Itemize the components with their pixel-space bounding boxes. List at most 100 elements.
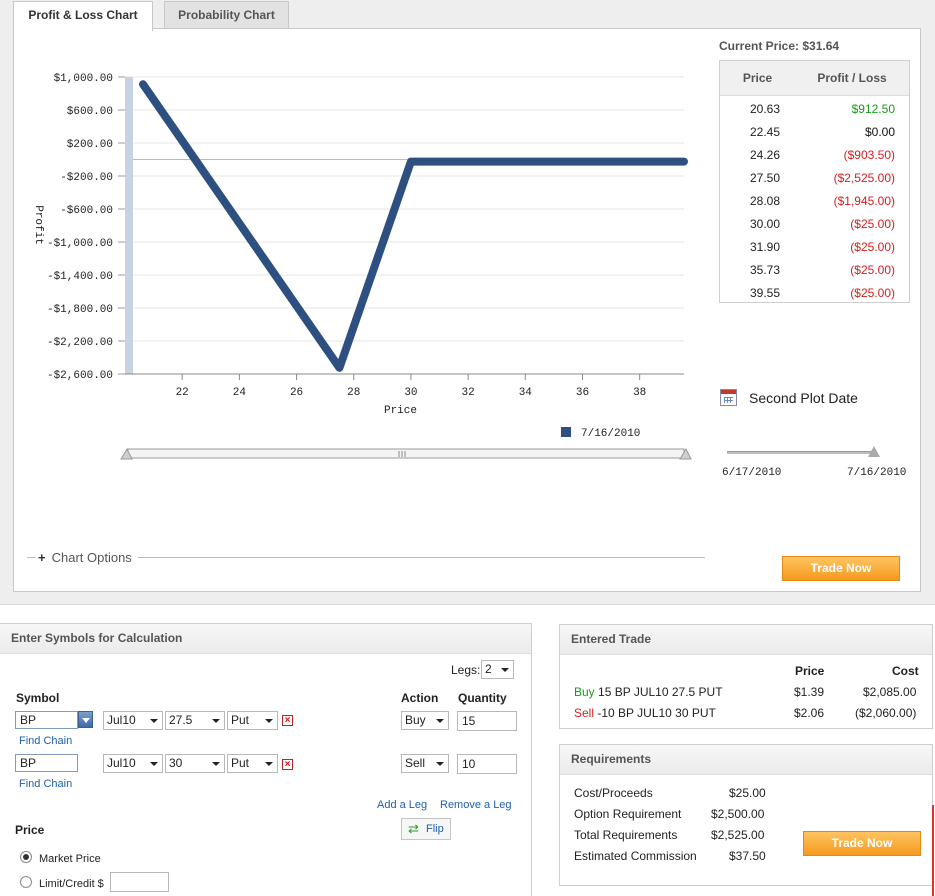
market-price-label: Market Price (39, 853, 101, 865)
tab-probability-chart[interactable]: Probability Chart (164, 1, 289, 29)
legs-select[interactable]: 2 (481, 660, 514, 679)
req-label-estimated-commission: Estimated Commission (574, 849, 697, 863)
req-label-cost-proceeds: Cost/Proceeds (574, 786, 653, 800)
x-tick-label: 26 (290, 387, 303, 399)
leg1-action-select[interactable]: Buy (401, 711, 449, 730)
x-tick-label: 30 (404, 387, 417, 399)
symbol-dropdown-button[interactable] (78, 711, 93, 728)
y-tick-label: -$200.00 (60, 172, 113, 184)
leg2-action-select[interactable]: Sell (401, 754, 449, 773)
entered-trade-panel: Entered Trade (559, 624, 933, 729)
chevron-down-icon (436, 719, 444, 723)
pl-table-header: Price Profit / Loss (720, 61, 909, 96)
second-plot-date: Second Plot Date (720, 389, 858, 406)
leg1-strike-select[interactable]: 27.5 (165, 711, 225, 730)
trade-row-1-desc: Buy 15 BP JUL10 27.5 PUT (574, 685, 723, 699)
action-header: Action (401, 691, 439, 705)
leg2-expiry-value: Jul10 (107, 756, 136, 770)
leg1-type-select[interactable]: Put (227, 711, 278, 730)
pl-series-point (337, 366, 341, 370)
pl-value-cell: ($2,525.00) (833, 170, 895, 185)
leg2-strike-value: 30 (169, 756, 183, 770)
leg2-expiry-select[interactable]: Jul10 (103, 754, 163, 773)
delete-leg2-icon[interactable]: × (282, 759, 293, 770)
calculation-panel-title: Enter Symbols for Calculation (0, 624, 531, 654)
chevron-down-icon (150, 762, 158, 766)
market-price-radio[interactable] (20, 851, 32, 863)
pl-value-cell: ($25.00) (850, 285, 895, 300)
pl-value-cell: ($25.00) (850, 262, 895, 277)
pl-price-cell: 27.50 (749, 170, 780, 185)
chevron-down-icon (212, 762, 220, 766)
leg2-quantity-input[interactable]: 10 (457, 754, 517, 774)
date-slider-handle[interactable] (868, 446, 880, 457)
pl-series-line (139, 80, 688, 372)
pl-table-row: 28.08 ($1,945.00) (720, 189, 909, 212)
y-tick-label: -$600.00 (60, 205, 113, 217)
tab-profit-loss-chart[interactable]: Profit & Loss Chart (13, 1, 153, 31)
x-tick-label: 32 (462, 387, 475, 399)
legend-swatch (561, 427, 571, 437)
req-label-total-requirements: Total Requirements (574, 828, 678, 842)
remove-leg-link[interactable]: Remove a Leg (440, 799, 512, 811)
pl-series-point (682, 160, 686, 164)
y-tick-label: -$2,600.00 (47, 370, 113, 382)
scrollbar-right-handle-icon[interactable] (679, 447, 692, 460)
chevron-down-icon (501, 668, 509, 672)
leg1-symbol-input[interactable]: BP (15, 711, 78, 729)
leg1-strike-value: 27.5 (169, 713, 193, 727)
req-value-option-requirement: $2,500.00 (711, 807, 765, 821)
requirements-panel: Requirements (559, 744, 933, 886)
pl-table-row: 31.90 ($25.00) (720, 235, 909, 258)
pl-table-body: 20.63 $912.50 22.45 $0.00 24.26 ($903.50) 27.5… (720, 96, 909, 304)
pl-price-cell: 24.26 (749, 147, 780, 162)
profit-loss-chart: $1,000.00 $600.00 $200.00 -$200.00 -$600.00 -… (32, 73, 692, 460)
flip-label: Flip (426, 823, 444, 835)
pl-header-price: Price (742, 71, 773, 85)
quantity-header: Quantity (458, 691, 507, 705)
flip-button[interactable]: ⇄ Flip (401, 818, 451, 840)
find-chain-link-1[interactable]: Find Chain (19, 735, 73, 747)
pl-value-cell: ($25.00) (850, 216, 895, 231)
limit-credit-radio[interactable] (20, 876, 32, 888)
trade-now-button[interactable]: Trade Now (782, 556, 900, 581)
pl-value-cell: ($1,945.00) (833, 193, 895, 208)
trade-row-2-price: $2.06 (794, 706, 825, 720)
pl-series-point (141, 82, 145, 86)
calendar-icon[interactable] (720, 389, 737, 406)
chevron-down-icon (212, 719, 220, 723)
profit-loss-table: Price Profit / Loss 20.63 $912.50 22.45 $0.… (719, 60, 910, 303)
leg2-strike-select[interactable]: 30 (165, 754, 225, 773)
trade-row-1-instrument: 15 BP JUL10 27.5 PUT (594, 685, 723, 699)
find-chain-link-2[interactable]: Find Chain (19, 778, 73, 790)
leg1-expiry-select[interactable]: Jul10 (103, 711, 163, 730)
symbol-header: Symbol (16, 691, 60, 705)
pl-table-row: 30.00 ($25.00) (720, 212, 909, 235)
trade-row-2-cost: ($2,060.00) (855, 706, 917, 720)
trade-row-2-action: Sell (574, 706, 595, 720)
leg1-action-value: Buy (405, 713, 426, 727)
x-tick-label: 24 (233, 387, 247, 399)
trade-now-button-bottom[interactable]: Trade Now (803, 831, 921, 856)
chevron-down-icon (436, 762, 444, 766)
chevron-down-icon (150, 719, 158, 723)
pl-value-cell: ($25.00) (850, 239, 895, 254)
leg2-symbol-input[interactable]: BP (15, 754, 78, 772)
date-slider-track[interactable] (727, 451, 877, 454)
y-tick-label: $200.00 (67, 139, 113, 151)
entered-trade-title: Entered Trade (560, 625, 932, 655)
chart-options-toggle[interactable]: + Chart Options (27, 550, 705, 565)
trade-row-1-action: Buy (574, 685, 595, 699)
divider (137, 557, 705, 558)
pl-price-cell: 39.55 (749, 285, 780, 300)
scrollbar-left-handle-icon[interactable] (120, 447, 133, 460)
add-leg-link[interactable]: Add a Leg (377, 799, 428, 811)
x-tick-label: 22 (176, 387, 189, 399)
expand-plus-icon: + (38, 550, 46, 565)
chart-scrollbar-track[interactable] (127, 448, 685, 459)
leg1-quantity-input[interactable]: 15 (457, 711, 517, 731)
trade-price-header: Price (795, 664, 825, 678)
limit-credit-input[interactable] (110, 872, 169, 892)
leg2-type-select[interactable]: Put (227, 754, 278, 773)
delete-leg1-icon[interactable]: × (282, 715, 293, 726)
